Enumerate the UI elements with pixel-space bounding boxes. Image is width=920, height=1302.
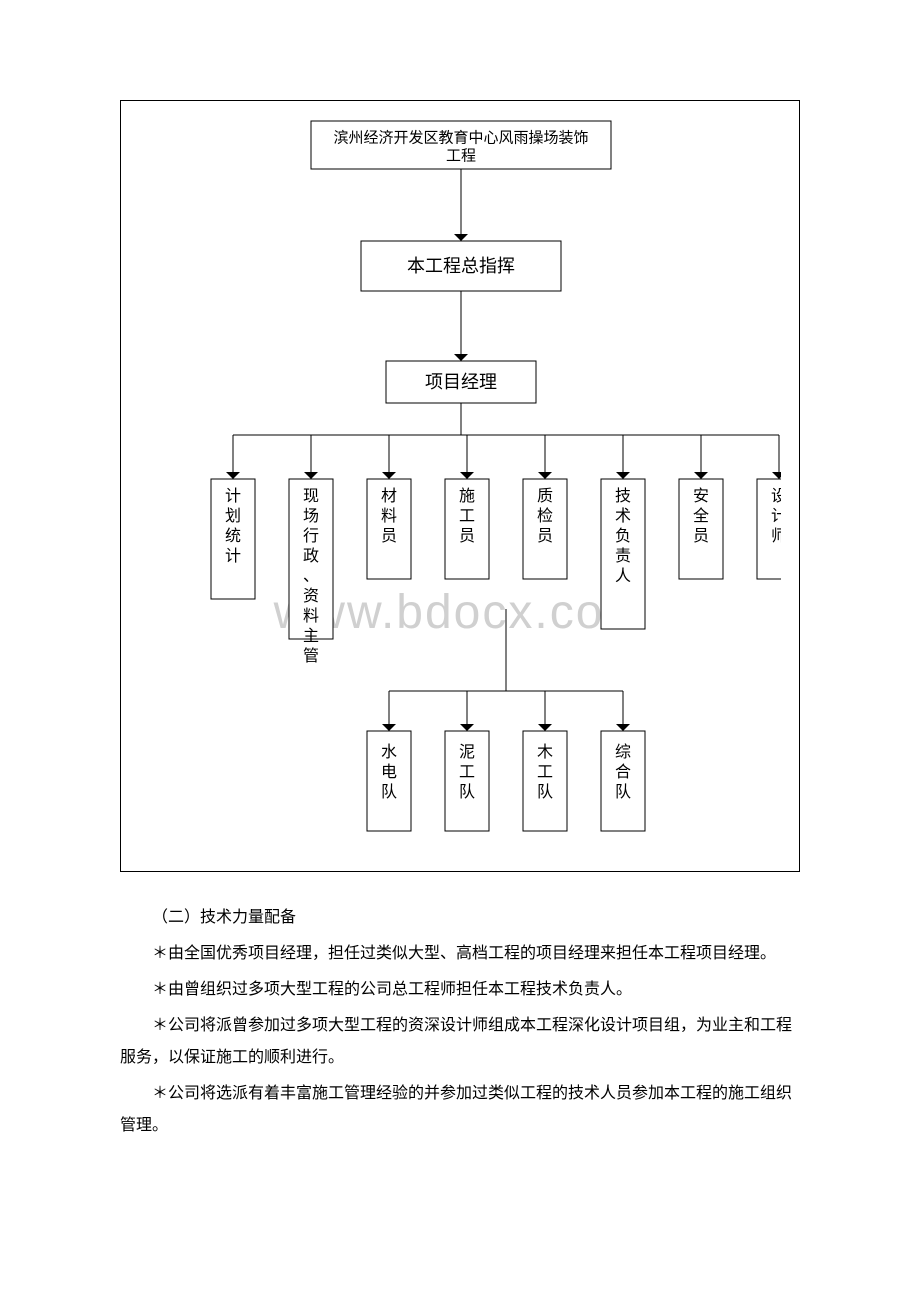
svg-text:项目经理: 项目经理 [425,372,497,392]
svg-text:木工队: 木工队 [537,743,553,801]
svg-text:现场行政、资料主管: 现场行政、资料主管 [303,488,319,665]
svg-text:技术负责人: 技术负责人 [615,487,631,585]
svg-text:本工程总指挥: 本工程总指挥 [407,256,515,276]
body-text: （二）技术力量配备 ＊由全国优秀项目经理，担任过类似大型、高档工程的项目经理来担… [120,902,800,1142]
svg-text:综合队: 综合队 [615,743,631,801]
paragraph-3: ＊公司将派曾参加过多项大型工程的资深设计师组成本工程深化设计项目组，为业主和工程… [120,1010,800,1074]
svg-text:设计师: 设计师 [771,487,781,545]
svg-text:材料员: 材料员 [381,487,397,545]
svg-text:工程: 工程 [446,147,476,164]
paragraph-1: ＊由全国优秀项目经理，担任过类似大型、高档工程的项目经理来担任本工程项目经理。 [120,938,800,970]
svg-text:滨州经济开发区教育中心风雨操场装饰: 滨州经济开发区教育中心风雨操场装饰 [333,129,588,146]
svg-text:安全员: 安全员 [693,487,709,545]
org-chart-frame: 滨州经济开发区教育中心风雨操场装饰工程本工程总指挥项目经理计划统计现场行政、资料… [120,100,800,872]
section-heading: （二）技术力量配备 [120,902,800,934]
org-chart: 滨州经济开发区教育中心风雨操场装饰工程本工程总指挥项目经理计划统计现场行政、资料… [141,111,781,851]
paragraph-4: ＊公司将选派有着丰富施工管理经验的并参加过类似工程的技术人员参加本工程的施工组织… [120,1078,800,1142]
svg-text:水电队: 水电队 [381,743,397,801]
svg-text:泥工队: 泥工队 [459,743,475,801]
paragraph-2: ＊由曾组织过多项大型工程的公司总工程师担任本工程技术负责人。 [120,974,800,1006]
svg-text:质检员: 质检员 [537,487,553,545]
svg-text:施工员: 施工员 [459,487,475,545]
